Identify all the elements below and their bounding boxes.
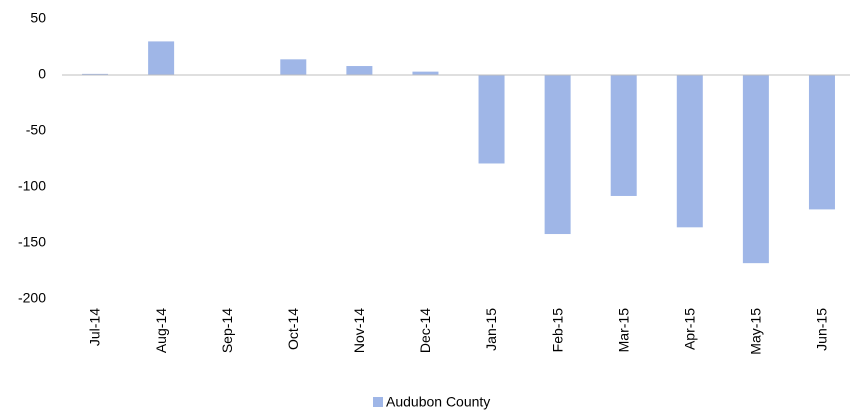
x-tick-label: Nov-14	[351, 308, 367, 353]
x-tick-label: Oct-14	[285, 308, 301, 350]
bar	[742, 75, 769, 264]
y-tick-label: 0	[38, 66, 46, 82]
y-tick-label: -100	[18, 178, 46, 194]
y-tick-label: -200	[18, 290, 46, 306]
legend-label: Audubon County	[386, 394, 490, 410]
x-tick-label: Mar-15	[615, 308, 631, 353]
x-tick-label: Apr-15	[681, 308, 697, 350]
x-tick-label: Jun-15	[814, 308, 830, 351]
x-tick-label: Jan-15	[483, 308, 499, 351]
y-tick-label: 50	[30, 10, 46, 26]
bar	[82, 73, 109, 75]
bar	[544, 75, 571, 235]
x-tick-label: Sep-14	[219, 308, 235, 353]
legend-swatch	[373, 397, 383, 407]
x-tick-label: May-15	[748, 308, 764, 355]
bar	[412, 71, 439, 75]
x-tick-label: Dec-14	[417, 308, 433, 353]
bar	[280, 59, 307, 75]
bar	[808, 75, 835, 210]
x-tick-label: Jul-14	[87, 308, 103, 346]
y-tick-label: -50	[26, 122, 46, 138]
x-tick-label: Feb-15	[549, 308, 565, 353]
bar	[346, 66, 373, 75]
x-tick-label: Aug-14	[153, 308, 169, 353]
bar	[478, 75, 505, 164]
bar	[676, 75, 703, 228]
y-tick-label: -150	[18, 234, 46, 250]
bar	[148, 41, 175, 75]
bar	[610, 75, 637, 196]
